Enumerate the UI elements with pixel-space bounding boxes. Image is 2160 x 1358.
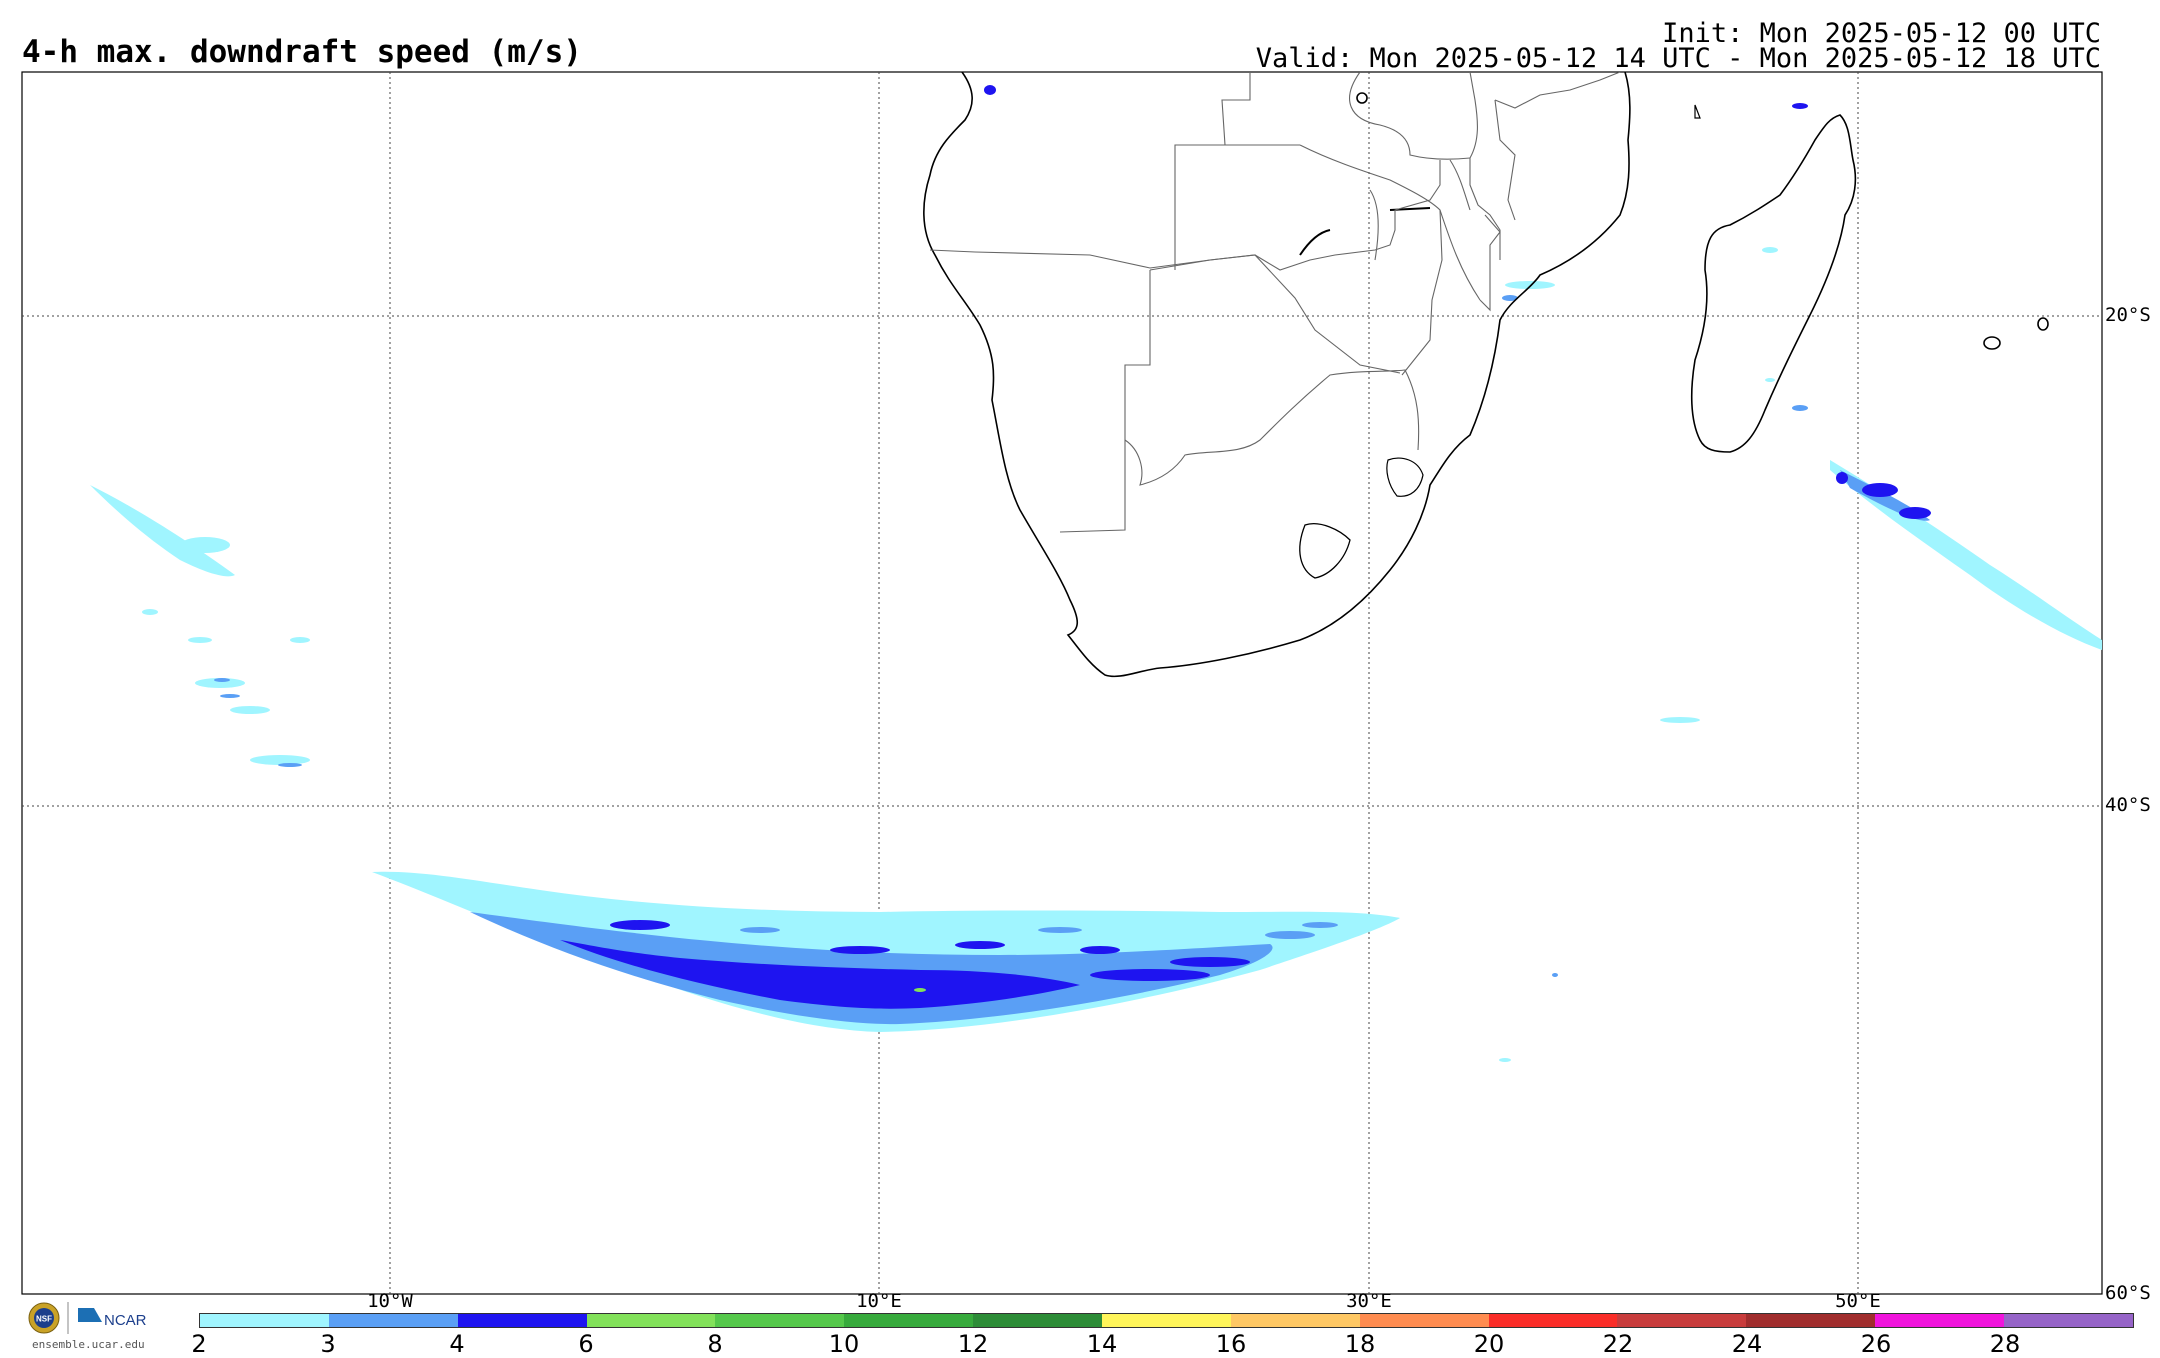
downdraft-band-east [984,85,2102,1062]
colorbar [199,1313,2134,1328]
lon-label-10e: 10°E [856,1290,902,1312]
colorbar-tick-label: 24 [1731,1330,1763,1358]
chart-title: 4-h max. downdraft speed (m/s) [22,34,582,70]
colorbar-swatch [1488,1314,1618,1327]
colorbar-tick-label: 22 [1602,1330,1634,1358]
colorbar-swatch [1102,1314,1231,1327]
colorbar-tick-label: 14 [1086,1330,1118,1358]
lon-label-50e: 50°E [1835,1290,1881,1312]
colorbar-swatch [1746,1314,1876,1327]
colorbar-swatch [973,1314,1103,1327]
colorbar-swatch [1875,1314,2005,1327]
colorbar-tick-label: 12 [957,1330,989,1358]
colorbar-swatch [1617,1314,1747,1327]
colorbar-tick-label: 28 [1989,1330,2021,1358]
colorbar-swatch [586,1314,716,1327]
colorbar-swatch [1359,1314,1489,1327]
colorbar-tick-label: 26 [1860,1330,1892,1358]
colorbar-tick-label: 20 [1473,1330,1505,1358]
lat-label-60s: 60°S [2105,1282,2151,1304]
valid-time: Valid: Mon 2025-05-12 14 UTC - Mon 2025-… [1255,43,2101,74]
colorbar-tick-label: 10 [828,1330,860,1358]
colorbar-swatch [1230,1314,1360,1327]
ncar-logo: NSF NCAR [28,1302,147,1334]
lat-label-40s: 40°S [2105,794,2151,816]
logo-url: ensemble.ucar.edu [32,1338,145,1351]
colorbar-swatch [844,1314,974,1327]
nsf-badge-text: NSF [36,1315,52,1324]
colorbar-tick-label: 8 [707,1330,723,1358]
colorbar-swatch [2004,1314,2133,1327]
colorbar-swatch [457,1314,587,1327]
colorbar-swatch [200,1314,329,1327]
init-time: Init: Mon 2025-05-12 00 UTC [1662,18,2101,49]
country-borders [929,72,1621,533]
downdraft-band-south [372,871,1400,1032]
lon-label-30e: 30°E [1346,1290,1392,1312]
colorbar-swatch [715,1314,845,1327]
colorbar-swatch [328,1314,458,1327]
colorbar-tick-label: 4 [449,1330,465,1358]
lat-label-20s: 20°S [2105,304,2151,326]
colorbar-tick-label: 18 [1344,1330,1376,1358]
colorbar-tick-label: 2 [191,1330,207,1358]
ncar-logo-text: NCAR [104,1312,147,1329]
graticule [22,72,2102,1294]
colorbar-tick-label: 6 [578,1330,594,1358]
colorbar-tick-label: 3 [320,1330,336,1358]
downdraft-cells-west [90,485,310,765]
map-frame [21,71,2103,1295]
colorbar-tick-label: 16 [1215,1330,1247,1358]
lon-label-10w: 10°W [367,1290,413,1312]
coastlines [923,72,2049,678]
